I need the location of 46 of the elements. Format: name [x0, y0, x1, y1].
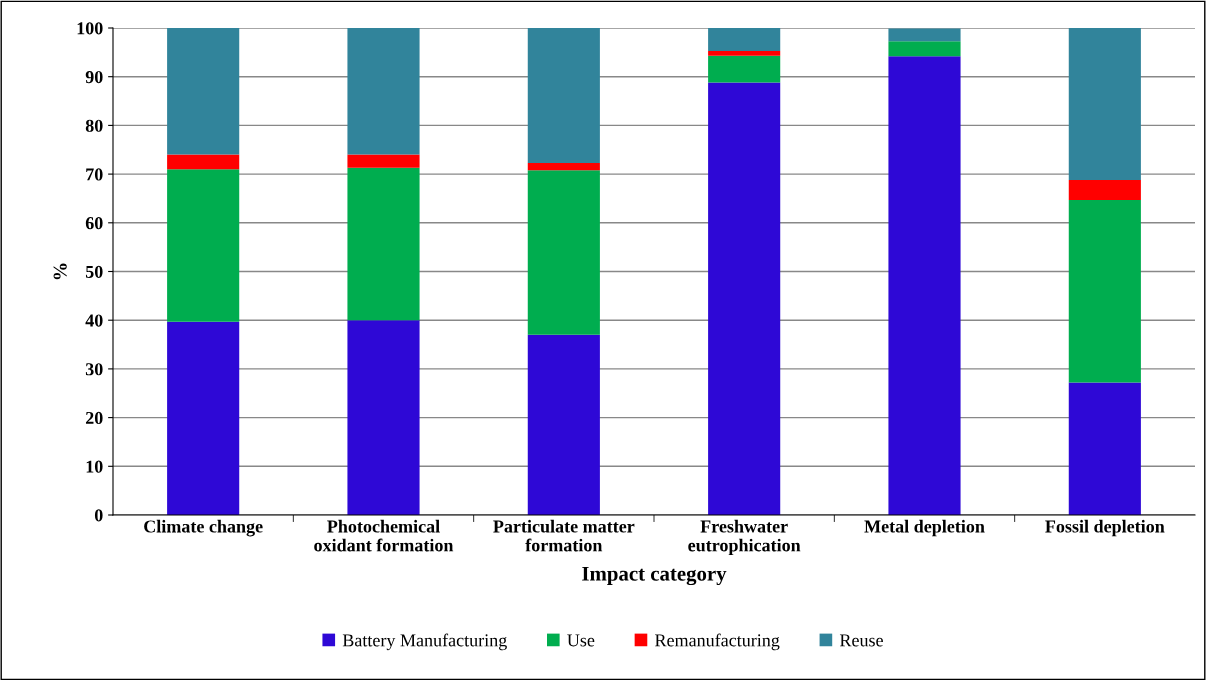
legend-label: Use	[567, 634, 595, 647]
y-tick-label: 40	[85, 314, 103, 327]
bar	[708, 82, 781, 515]
bar	[708, 55, 781, 83]
bar	[347, 167, 420, 321]
bar	[888, 41, 961, 57]
x-tick-label: Freshwater eutrophication	[688, 519, 801, 556]
y-tick-label: 50	[85, 265, 103, 278]
legend-label: Remanufacturing	[655, 633, 780, 651]
bar	[167, 154, 240, 170]
legend-label: Battery Manufacturing	[342, 633, 507, 651]
bar	[708, 50, 781, 56]
bar	[527, 170, 600, 335]
x-axis-title: Impact category	[582, 566, 727, 586]
bar	[167, 28, 240, 155]
bar	[708, 28, 781, 51]
bar	[888, 56, 961, 515]
bar	[1068, 179, 1141, 200]
bar	[167, 321, 240, 515]
x-tick-label: Photochemical oxidant formation	[314, 519, 454, 552]
bar	[527, 28, 600, 163]
y-tick-label: 100	[77, 22, 103, 35]
y-axis-title: %	[53, 263, 67, 280]
y-tick-label: 30	[85, 363, 103, 376]
y-tick-label: 10	[86, 460, 103, 473]
legend-label: Reuse	[839, 634, 883, 647]
y-tick-label: 20	[85, 411, 103, 425]
bar	[347, 320, 420, 515]
y-tick-label: 80	[85, 119, 103, 132]
bar	[888, 28, 961, 42]
x-tick-label: Metal depletion	[864, 519, 985, 537]
bar	[1068, 28, 1141, 180]
bar	[347, 28, 420, 155]
y-tick-label: 60	[85, 217, 103, 230]
bar	[1068, 382, 1141, 515]
y-tick-label: 90	[85, 70, 103, 84]
y-tick-label: 70	[86, 168, 103, 181]
bar	[527, 162, 600, 171]
x-tick-label: Particulate matter formation	[493, 519, 635, 552]
bar	[167, 169, 240, 322]
x-tick-label: Fossil depletion	[1045, 519, 1165, 537]
y-tick-label: 0	[94, 509, 103, 522]
bar	[1068, 199, 1141, 383]
bar	[347, 154, 420, 168]
x-tick-label: Climate change	[144, 519, 263, 537]
bar	[527, 334, 600, 515]
